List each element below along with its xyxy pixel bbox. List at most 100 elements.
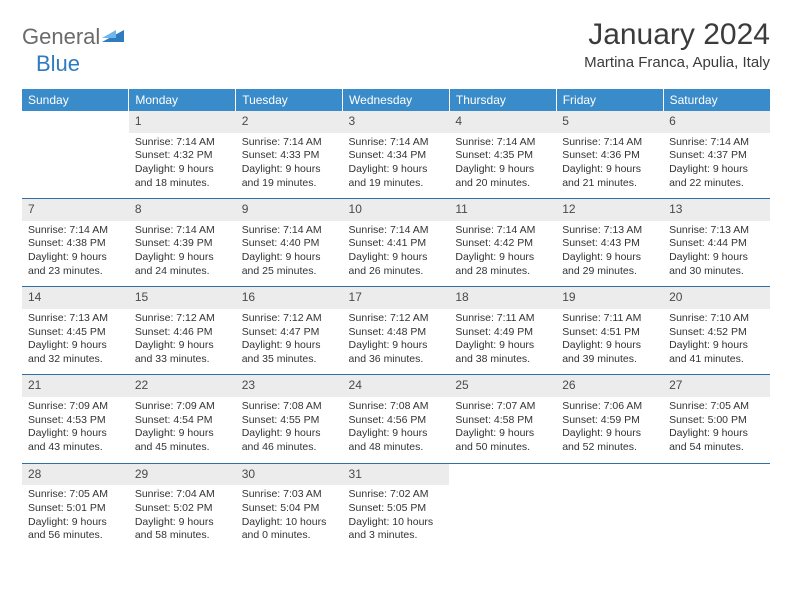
day-header: Friday [556, 89, 663, 111]
day-info-cell: Sunrise: 7:13 AMSunset: 4:45 PMDaylight:… [22, 309, 129, 375]
daylight-text: Daylight: 9 hours [242, 163, 337, 177]
sunrise-text: Sunrise: 7:13 AM [562, 224, 657, 238]
day-number-cell: 19 [556, 287, 663, 309]
brand-word-2: Blue [36, 51, 80, 76]
daylight-text: Daylight: 9 hours [669, 339, 764, 353]
daylight-text: and 52 minutes. [562, 441, 657, 455]
sunrise-text: Sunrise: 7:13 AM [28, 312, 123, 326]
daylight-text: Daylight: 9 hours [562, 163, 657, 177]
day-info-cell: Sunrise: 7:09 AMSunset: 4:53 PMDaylight:… [22, 397, 129, 463]
sunset-text: Sunset: 4:39 PM [135, 237, 230, 251]
sunset-text: Sunset: 5:04 PM [242, 502, 337, 516]
sunset-text: Sunset: 4:32 PM [135, 149, 230, 163]
sunset-text: Sunset: 4:51 PM [562, 326, 657, 340]
day-number-cell [449, 463, 556, 485]
daylight-text: Daylight: 9 hours [455, 163, 550, 177]
month-title: January 2024 [584, 18, 770, 52]
daylight-text: Daylight: 9 hours [669, 251, 764, 265]
day-number-cell [556, 463, 663, 485]
day-info-cell: Sunrise: 7:02 AMSunset: 5:05 PMDaylight:… [343, 485, 450, 551]
daylight-text: Daylight: 9 hours [562, 427, 657, 441]
daylight-text: and 32 minutes. [28, 353, 123, 367]
day-info-cell: Sunrise: 7:14 AMSunset: 4:32 PMDaylight:… [129, 133, 236, 199]
daylight-text: Daylight: 9 hours [349, 427, 444, 441]
daylight-text: Daylight: 10 hours [242, 516, 337, 530]
sunrise-text: Sunrise: 7:14 AM [669, 136, 764, 150]
day-info-cell [663, 485, 770, 551]
daylight-text: Daylight: 9 hours [28, 516, 123, 530]
day-header: Saturday [663, 89, 770, 111]
daylight-text: Daylight: 10 hours [349, 516, 444, 530]
day-number-cell: 22 [129, 375, 236, 397]
daylight-text: Daylight: 9 hours [135, 163, 230, 177]
sunrise-text: Sunrise: 7:14 AM [242, 224, 337, 238]
daylight-text: Daylight: 9 hours [349, 163, 444, 177]
sunrise-text: Sunrise: 7:14 AM [135, 224, 230, 238]
day-number-cell: 27 [663, 375, 770, 397]
daylight-text: and 38 minutes. [455, 353, 550, 367]
day-info-cell: Sunrise: 7:13 AMSunset: 4:43 PMDaylight:… [556, 221, 663, 287]
sunrise-text: Sunrise: 7:14 AM [349, 136, 444, 150]
daylight-text: and 23 minutes. [28, 265, 123, 279]
day-number-cell: 7 [22, 199, 129, 221]
sunset-text: Sunset: 4:35 PM [455, 149, 550, 163]
daylight-text: Daylight: 9 hours [455, 339, 550, 353]
calendar-table: Sunday Monday Tuesday Wednesday Thursday… [22, 89, 770, 551]
day-number-cell: 13 [663, 199, 770, 221]
day-number-cell: 1 [129, 111, 236, 133]
sunrise-text: Sunrise: 7:13 AM [669, 224, 764, 238]
day-number-cell: 5 [556, 111, 663, 133]
daylight-text: and 45 minutes. [135, 441, 230, 455]
daylight-text: and 3 minutes. [349, 529, 444, 543]
daylight-text: Daylight: 9 hours [242, 339, 337, 353]
sunrise-text: Sunrise: 7:14 AM [455, 136, 550, 150]
daylight-text: and 26 minutes. [349, 265, 444, 279]
location-subtitle: Martina Franca, Apulia, Italy [584, 54, 770, 71]
daylight-text: Daylight: 9 hours [28, 339, 123, 353]
sunset-text: Sunset: 4:41 PM [349, 237, 444, 251]
day-info-cell: Sunrise: 7:12 AMSunset: 4:46 PMDaylight:… [129, 309, 236, 375]
daylight-text: Daylight: 9 hours [242, 251, 337, 265]
sunset-text: Sunset: 4:43 PM [562, 237, 657, 251]
sunset-text: Sunset: 5:05 PM [349, 502, 444, 516]
sunrise-text: Sunrise: 7:14 AM [455, 224, 550, 238]
daylight-text: and 43 minutes. [28, 441, 123, 455]
daylight-text: Daylight: 9 hours [455, 427, 550, 441]
sunset-text: Sunset: 5:01 PM [28, 502, 123, 516]
day-number-cell: 4 [449, 111, 556, 133]
day-number-cell: 31 [343, 463, 450, 485]
sunrise-text: Sunrise: 7:12 AM [349, 312, 444, 326]
day-number-cell: 25 [449, 375, 556, 397]
day-info-cell [449, 485, 556, 551]
calendar-body: 123456Sunrise: 7:14 AMSunset: 4:32 PMDay… [22, 111, 770, 551]
sunset-text: Sunset: 4:48 PM [349, 326, 444, 340]
day-header: Tuesday [236, 89, 343, 111]
day-header: Monday [129, 89, 236, 111]
sunset-text: Sunset: 4:36 PM [562, 149, 657, 163]
sunrise-text: Sunrise: 7:14 AM [28, 224, 123, 238]
day-info-cell: Sunrise: 7:05 AMSunset: 5:00 PMDaylight:… [663, 397, 770, 463]
sunset-text: Sunset: 4:47 PM [242, 326, 337, 340]
daylight-text: Daylight: 9 hours [135, 516, 230, 530]
sunrise-text: Sunrise: 7:09 AM [135, 400, 230, 414]
daylight-text: Daylight: 9 hours [669, 427, 764, 441]
daylight-text: and 30 minutes. [669, 265, 764, 279]
sunset-text: Sunset: 4:37 PM [669, 149, 764, 163]
sunrise-text: Sunrise: 7:08 AM [349, 400, 444, 414]
daylight-text: and 41 minutes. [669, 353, 764, 367]
sunrise-text: Sunrise: 7:14 AM [242, 136, 337, 150]
sunset-text: Sunset: 4:54 PM [135, 414, 230, 428]
daylight-text: and 25 minutes. [242, 265, 337, 279]
daylight-text: and 58 minutes. [135, 529, 230, 543]
daylight-text: and 19 minutes. [349, 177, 444, 191]
daylight-text: and 28 minutes. [455, 265, 550, 279]
sunset-text: Sunset: 4:53 PM [28, 414, 123, 428]
daylight-text: and 24 minutes. [135, 265, 230, 279]
day-info-cell: Sunrise: 7:14 AMSunset: 4:35 PMDaylight:… [449, 133, 556, 199]
sunrise-text: Sunrise: 7:11 AM [562, 312, 657, 326]
daylight-text: Daylight: 9 hours [28, 427, 123, 441]
sunrise-text: Sunrise: 7:14 AM [349, 224, 444, 238]
sunrise-text: Sunrise: 7:02 AM [349, 488, 444, 502]
daylight-text: and 48 minutes. [349, 441, 444, 455]
sunrise-text: Sunrise: 7:05 AM [28, 488, 123, 502]
